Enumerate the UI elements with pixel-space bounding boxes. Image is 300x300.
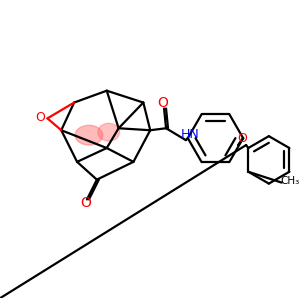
Ellipse shape bbox=[75, 125, 103, 145]
Text: CH₃: CH₃ bbox=[280, 176, 299, 186]
Text: O: O bbox=[81, 196, 92, 210]
Ellipse shape bbox=[98, 123, 120, 141]
Text: HN: HN bbox=[180, 128, 199, 141]
Text: O: O bbox=[237, 132, 247, 145]
Text: O: O bbox=[158, 96, 169, 110]
Text: O: O bbox=[36, 111, 46, 124]
